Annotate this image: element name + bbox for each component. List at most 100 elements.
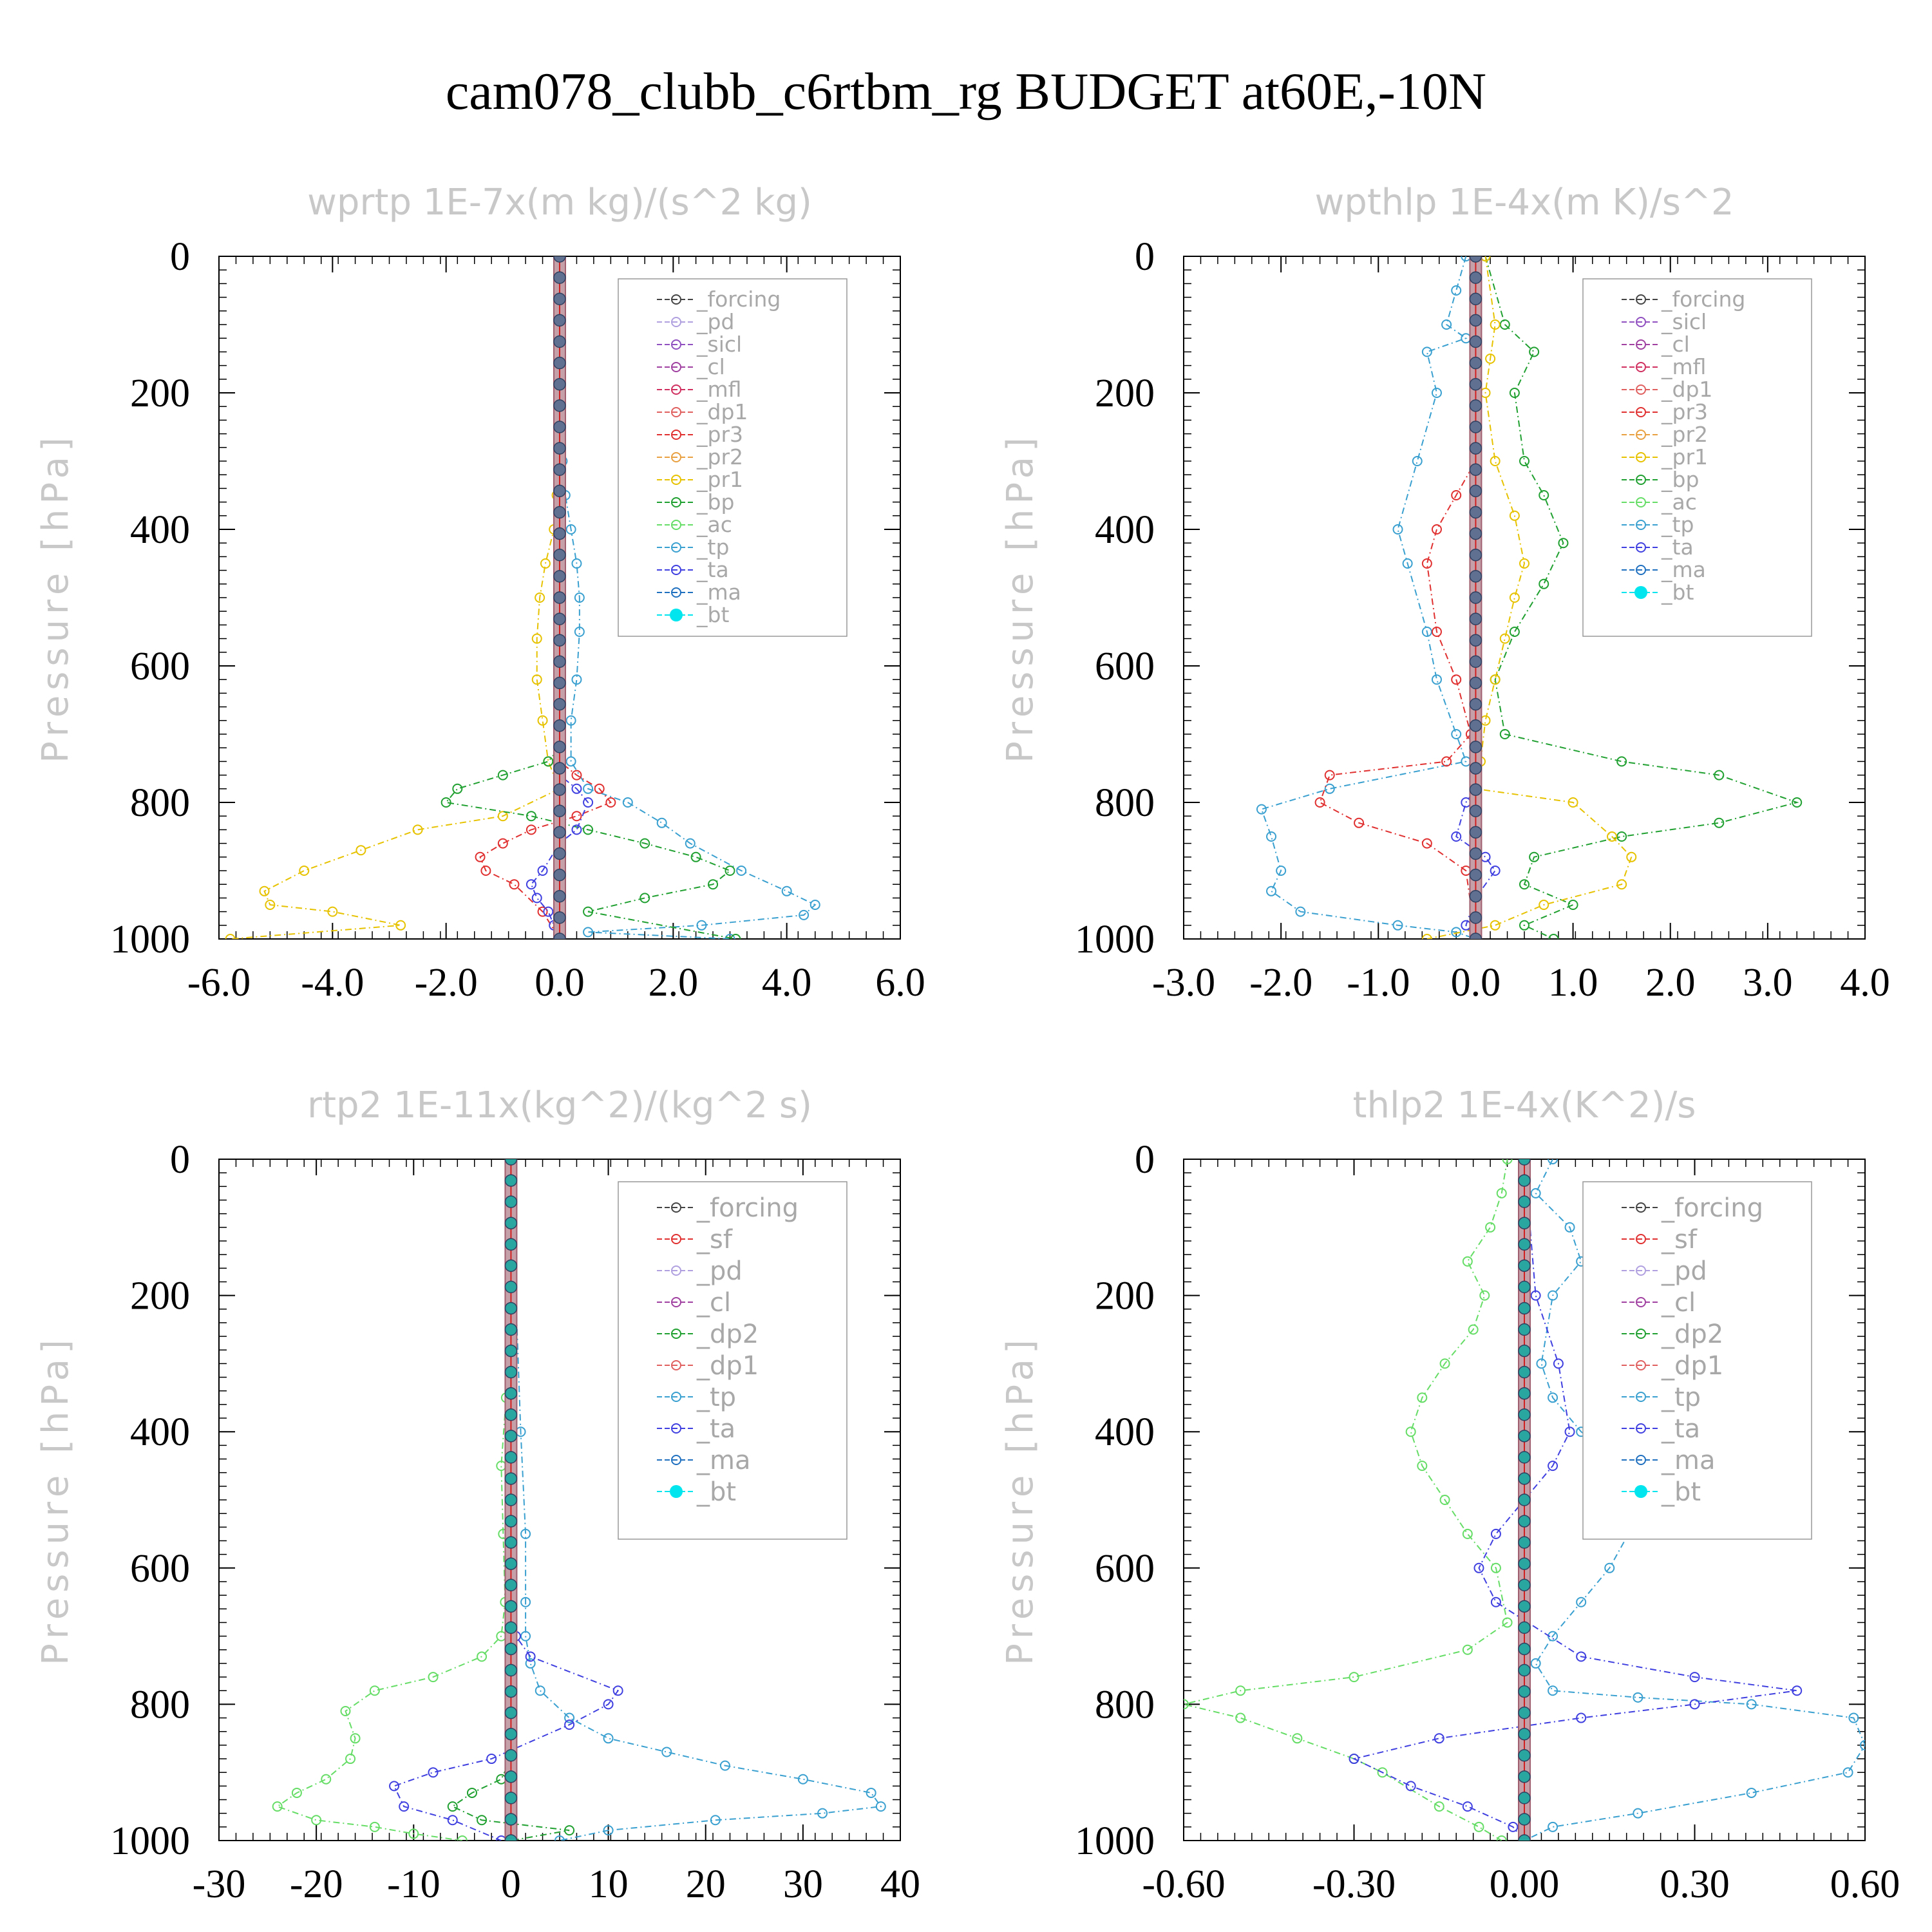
data-point (1607, 831, 1618, 842)
data-point (571, 770, 582, 781)
panel-title: wpthlp 1E-4x(m K)/s^2 (1314, 182, 1734, 223)
data-point (1548, 934, 1559, 939)
bt-point (553, 421, 566, 433)
legend-label: _sicl (1661, 309, 1707, 334)
bt-point (1469, 741, 1482, 753)
x-tick-label: 0.60 (1830, 1862, 1900, 1906)
data-point (525, 1658, 536, 1669)
data-point (1633, 1692, 1643, 1703)
legend-marker (1634, 586, 1647, 599)
data-point (452, 783, 463, 794)
legend-label: _tp (1661, 1383, 1701, 1412)
y-tick-label: 400 (130, 508, 190, 552)
bt-point (1518, 1259, 1531, 1273)
legend-label: _tp (696, 1383, 736, 1412)
x-tick-label: -3.0 (1152, 961, 1215, 1005)
legend-box (618, 1181, 848, 1540)
data-point (1480, 256, 1491, 261)
data-point (583, 927, 594, 938)
bt-point (1518, 1792, 1531, 1804)
data-point (1256, 804, 1267, 815)
legend-marker (671, 317, 681, 327)
data-point (520, 1528, 531, 1539)
data-point (345, 1754, 356, 1765)
bt-point (1469, 762, 1482, 775)
data-point (1530, 1290, 1541, 1301)
bt-point (1518, 1302, 1531, 1315)
data-point (1553, 1358, 1564, 1369)
data-point (399, 1801, 410, 1812)
bt-point (1469, 847, 1482, 860)
data-point (537, 715, 548, 726)
data-point (447, 1815, 458, 1826)
legend-label: _ma (696, 580, 741, 605)
panel-title: rtp2 1E-11x(kg^2)/(kg^2 s) (307, 1084, 812, 1126)
x-tick-label: -0.30 (1312, 1862, 1396, 1906)
legend-label: _cl (1661, 1288, 1696, 1318)
bt-point (553, 719, 566, 732)
data-point (564, 1712, 575, 1723)
legend-label: _bp (696, 489, 734, 515)
bt-point (504, 1493, 518, 1506)
data-point (1421, 558, 1432, 569)
bt-point (504, 1578, 518, 1591)
y-tick-label: 600 (130, 645, 190, 688)
y-tick-label: 200 (130, 372, 190, 415)
data-point (1439, 1495, 1450, 1505)
bt-point (1518, 1770, 1531, 1783)
bt-point (553, 634, 566, 647)
y-tick-label: 1000 (110, 918, 190, 961)
legend-label: _cl (696, 1288, 731, 1318)
data-point (496, 1774, 507, 1785)
legend-label: _ac (696, 512, 732, 537)
legend-marker (671, 520, 681, 530)
data-point (1616, 756, 1627, 767)
data-point (1480, 715, 1491, 726)
data-point (1529, 851, 1540, 862)
legend-marker (670, 609, 683, 621)
data-point (1530, 1188, 1541, 1198)
bt-point (1518, 1515, 1531, 1528)
bt-point (1518, 1727, 1531, 1741)
bt-point (504, 1259, 518, 1273)
x-tick-label: 40 (880, 1862, 920, 1906)
data-point (1276, 866, 1287, 876)
data-point (1473, 1821, 1484, 1832)
bt-point (1518, 1813, 1531, 1826)
data-point (543, 906, 554, 917)
bt-point (504, 1174, 518, 1187)
bt-point (1469, 314, 1482, 327)
data-point (1848, 1712, 1859, 1723)
bt-point (1518, 1344, 1531, 1358)
legend-marker (1636, 452, 1646, 462)
data-point (1530, 1658, 1541, 1669)
x-tick-label: 6.0 (875, 961, 925, 1005)
x-tick-label: -30 (193, 1862, 246, 1906)
data-point (1539, 900, 1549, 910)
bt-point (504, 1280, 518, 1294)
y-axis-label: Pressure [hPa] (35, 1334, 77, 1665)
y-axis-label: Pressure [hPa] (999, 432, 1041, 763)
data-point (1499, 633, 1510, 644)
plot-area (225, 256, 820, 939)
data-point (1451, 729, 1462, 739)
data-point (1499, 729, 1510, 739)
data-point (736, 866, 747, 876)
data-point (1490, 1528, 1501, 1539)
data-point (639, 838, 650, 849)
bt-point (1469, 570, 1482, 583)
series_tp (506, 1159, 886, 1841)
data-point (1509, 388, 1520, 398)
bt-point (1469, 463, 1482, 476)
legend-label: _sicl (696, 332, 742, 357)
data-point (1616, 831, 1627, 842)
legend-marker (1636, 520, 1646, 530)
legend-marker (1636, 1423, 1646, 1434)
series-line (230, 256, 561, 939)
bt-point (553, 826, 566, 839)
y-tick-label: 800 (1095, 1683, 1155, 1727)
bt-point (504, 1238, 518, 1251)
bt-point (1469, 826, 1482, 839)
x-tick-label: -4.0 (301, 961, 364, 1005)
data-point (1792, 1685, 1803, 1696)
